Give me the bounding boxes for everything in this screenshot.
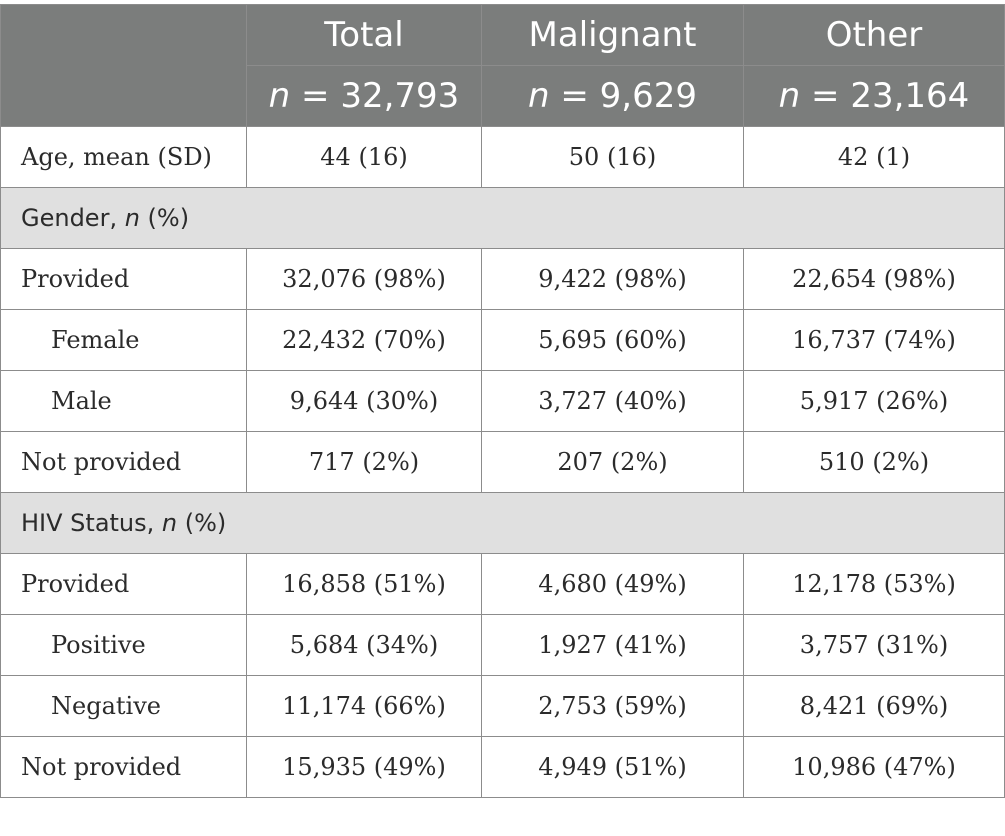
cell-malignant: 207 (2%) (481, 431, 744, 493)
table-row-age: Age, mean (SD) 44 (16) 50 (16) 42 (1) (0, 126, 1005, 188)
header-row-counts: n = 32,793 n = 9,629 n = 23,164 (1, 65, 1005, 127)
cell-malignant: 50 (16) (481, 126, 744, 188)
table-row-gender-provided: Provided 32,076 (98%) 9,422 (98%) 22,654… (0, 248, 1005, 310)
row-label: Provided (0, 248, 247, 310)
n-symbol: n (124, 204, 140, 232)
cell-total: 44 (16) (246, 126, 482, 188)
cell-other: 42 (1) (743, 126, 1005, 188)
section-suffix: (%) (139, 204, 190, 232)
section-header-gender: Gender, n (%) (0, 187, 1005, 249)
cell-malignant: 2,753 (59%) (481, 675, 744, 737)
header-count-total: n = 32,793 (246, 65, 482, 127)
cell-malignant: 1,927 (41%) (481, 614, 744, 676)
table-row-gender-not-provided: Not provided 717 (2%) 207 (2%) 510 (2%) (0, 431, 1005, 493)
section-prefix: Gender, (21, 204, 125, 232)
n-symbol: n (778, 76, 801, 116)
row-label: Male (0, 370, 247, 432)
header-count-other: n = 23,164 (743, 65, 1005, 127)
cell-other: 16,737 (74%) (743, 309, 1005, 371)
row-label: Positive (0, 614, 247, 676)
cell-other: 22,654 (98%) (743, 248, 1005, 310)
cell-malignant: 4,680 (49%) (481, 553, 744, 615)
n-symbol: n (161, 509, 178, 537)
cell-other: 510 (2%) (743, 431, 1005, 493)
section-label-gender: Gender, n (%) (0, 187, 1005, 249)
cell-total: 11,174 (66%) (246, 675, 482, 737)
row-label: Negative (0, 675, 247, 737)
cell-total: 32,076 (98%) (246, 248, 482, 310)
table-row-gender-female: Female 22,432 (70%) 5,695 (60%) 16,737 (… (0, 309, 1005, 371)
cell-other: 10,986 (47%) (743, 736, 1005, 798)
cell-other: 12,178 (53%) (743, 553, 1005, 615)
cell-total: 5,684 (34%) (246, 614, 482, 676)
header-count-malignant: n = 9,629 (481, 65, 744, 127)
table-row-hiv-positive: Positive 5,684 (34%) 1,927 (41%) 3,757 (… (0, 614, 1005, 676)
n-symbol: n (268, 76, 291, 116)
cell-other: 3,757 (31%) (743, 614, 1005, 676)
row-label: Not provided (0, 431, 247, 493)
cell-other: 8,421 (69%) (743, 675, 1005, 737)
header-other: Other (743, 4, 1005, 66)
section-header-hiv-status: HIV Status, n (%) (0, 492, 1005, 554)
header-malignant: Malignant (481, 4, 744, 66)
cell-total: 22,432 (70%) (246, 309, 482, 371)
count-total: = 32,793 (301, 76, 460, 116)
row-label: Provided (0, 553, 247, 615)
cell-total: 717 (2%) (246, 431, 482, 493)
cell-total: 15,935 (49%) (246, 736, 482, 798)
n-symbol: n (527, 76, 550, 116)
count-malignant: = 9,629 (560, 76, 697, 116)
table-row-hiv-negative: Negative 11,174 (66%) 2,753 (59%) 8,421 … (0, 675, 1005, 737)
section-label-hiv-status: HIV Status, n (%) (0, 492, 1005, 554)
table-row-hiv-not-provided: Not provided 15,935 (49%) 4,949 (51%) 10… (0, 736, 1005, 798)
row-label: Age, mean (SD) (0, 126, 247, 188)
cell-total: 9,644 (30%) (246, 370, 482, 432)
row-label: Not provided (0, 736, 247, 798)
count-other: = 23,164 (811, 76, 970, 116)
section-suffix: (%) (177, 509, 227, 537)
cell-malignant: 9,422 (98%) (481, 248, 744, 310)
table-row-hiv-provided: Provided 16,858 (51%) 4,680 (49%) 12,178… (0, 553, 1005, 615)
table-row-gender-male: Male 9,644 (30%) 3,727 (40%) 5,917 (26%) (0, 370, 1005, 432)
cell-other: 5,917 (26%) (743, 370, 1005, 432)
cell-malignant: 5,695 (60%) (481, 309, 744, 371)
header-total: Total (246, 4, 482, 66)
demographics-table: Total Malignant Other n = 32,793 n = 9,6… (0, 4, 1005, 798)
header-row-groups: Total Malignant Other (0, 4, 1005, 127)
header-corner-cell (0, 4, 247, 127)
cell-malignant: 3,727 (40%) (481, 370, 744, 432)
cell-malignant: 4,949 (51%) (481, 736, 744, 798)
row-label: Female (0, 309, 247, 371)
cell-total: 16,858 (51%) (246, 553, 482, 615)
section-prefix: HIV Status, (21, 509, 162, 537)
